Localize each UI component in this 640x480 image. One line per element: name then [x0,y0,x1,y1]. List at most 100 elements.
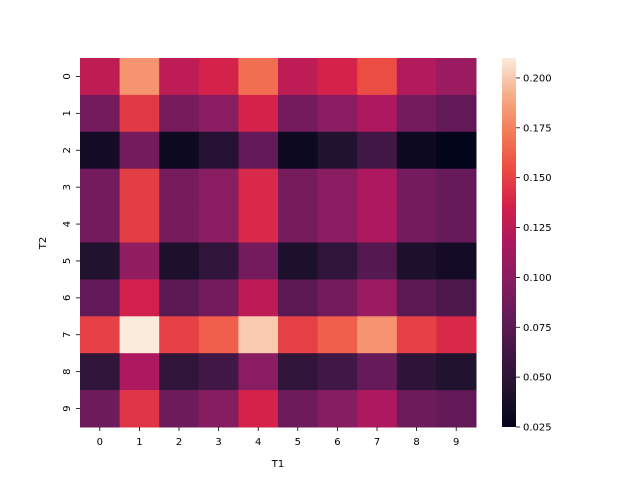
heatmap-cell [436,279,477,317]
x-axis-ticks: 0 1 2 3 4 5 6 7 8 9 [97,427,459,448]
heatmap-cell [396,131,437,170]
x-tick-label: 3 [215,437,221,448]
heatmap-cell [396,168,437,207]
y-tick-label: 5 [62,258,73,264]
heatmap-cell [436,131,477,170]
y-tick-label: 7 [62,332,73,338]
heatmap-cell [238,242,279,280]
heatmap-cell [317,279,358,317]
x-axis-label: T1 [271,459,284,470]
heatmap-cell [119,242,160,280]
heatmap-cell [357,353,398,391]
heatmap-cell [80,279,121,317]
heatmap-cell [119,316,160,354]
heatmap-cell [436,242,477,280]
colorbar-tick-label: 0.025 [523,423,552,434]
heatmap-cell [198,390,239,428]
heatmap-cell [357,316,398,354]
heatmap-cell [159,279,200,317]
heatmap-cell [317,131,358,170]
heatmap-cell [317,353,358,391]
heatmap-cell [278,58,319,96]
heatmap-cell [159,353,200,391]
heatmap-cell [238,279,279,317]
heatmap-cell [159,316,200,354]
heatmap-cell [357,390,398,428]
heatmap-cell [198,205,239,243]
heatmap-cell [278,131,319,170]
heatmap-cell [198,316,239,354]
heatmap-cell [357,131,398,170]
heatmap-cell [357,168,398,207]
heatmap-cell [317,316,358,354]
heatmap-cell [198,131,239,170]
heatmap-cell [80,205,121,243]
heatmap-cell [198,94,239,133]
heatmap-cell [238,205,279,243]
heatmap-cell [396,279,437,317]
heatmap-cell [119,131,160,170]
heatmap-cell [80,58,121,96]
heatmap-cell [317,168,358,207]
heatmap-cell [159,94,200,133]
heatmap-cell [317,94,358,133]
heatmap-cell [80,168,121,207]
y-axis-ticks: 0 1 2 3 4 5 6 7 8 9 [62,73,80,412]
heatmap-cell [238,131,279,170]
heatmap-cell [317,58,358,96]
colorbar-tick-label: 0.175 [523,123,552,134]
x-tick-label: 8 [413,437,419,448]
heatmap-cell [278,94,319,133]
heatmap-cell [119,353,160,391]
x-tick-label: 5 [295,437,301,448]
x-tick-label: 4 [255,437,261,448]
heatmap-cell [159,242,200,280]
y-tick-label: 3 [62,184,73,190]
heatmap-cell [436,94,477,133]
heatmap-cell [198,353,239,391]
heatmap-cell [396,242,437,280]
heatmap-cell [436,353,477,391]
heatmap-cell [119,58,160,96]
heatmap-cell [396,58,437,96]
heatmap-cell [278,168,319,207]
heatmap-cell [198,279,239,317]
heatmap-cell [357,279,398,317]
heatmap-cell [159,131,200,170]
heatmap-cell [119,94,160,133]
heatmap-cell [80,94,121,133]
y-tick-label: 1 [62,110,73,116]
heatmap-cell [80,131,121,170]
x-tick-label: 0 [97,437,103,448]
heatmap-cell [238,316,279,354]
x-tick-label: 1 [136,437,142,448]
heatmap-cell [317,242,358,280]
y-tick-label: 6 [62,295,73,301]
heatmap-cell [80,390,121,428]
heatmap-cell [317,390,358,428]
colorbar-tick-label: 0.100 [523,273,552,284]
heatmap-cell [198,168,239,207]
heatmap-cell [396,353,437,391]
colorbar [502,58,516,427]
heatmap-cell [396,316,437,354]
heatmap-cell [396,94,437,133]
heatmap-cell [159,205,200,243]
heatmap-cell [119,279,160,317]
colorbar-tick-label: 0.075 [523,323,552,334]
heatmap-cell [80,242,121,280]
heatmap-cell [436,390,477,428]
colorbar-ticks: 0.025 0.050 0.075 0.100 0.125 0.150 0.175 0.200 [516,73,552,434]
heatmap-cell [119,168,160,207]
heatmap-cell [80,353,121,391]
colorbar-tick-label: 0.200 [523,73,552,84]
heatmap-cell [396,390,437,428]
y-tick-label: 2 [62,147,73,153]
x-tick-label: 7 [374,437,380,448]
heatmap-cell [80,316,121,354]
heatmap-cell [357,58,398,96]
heatmap-cell [238,94,279,133]
heatmap-cell [119,390,160,428]
y-axis-label: T2 [38,237,49,250]
